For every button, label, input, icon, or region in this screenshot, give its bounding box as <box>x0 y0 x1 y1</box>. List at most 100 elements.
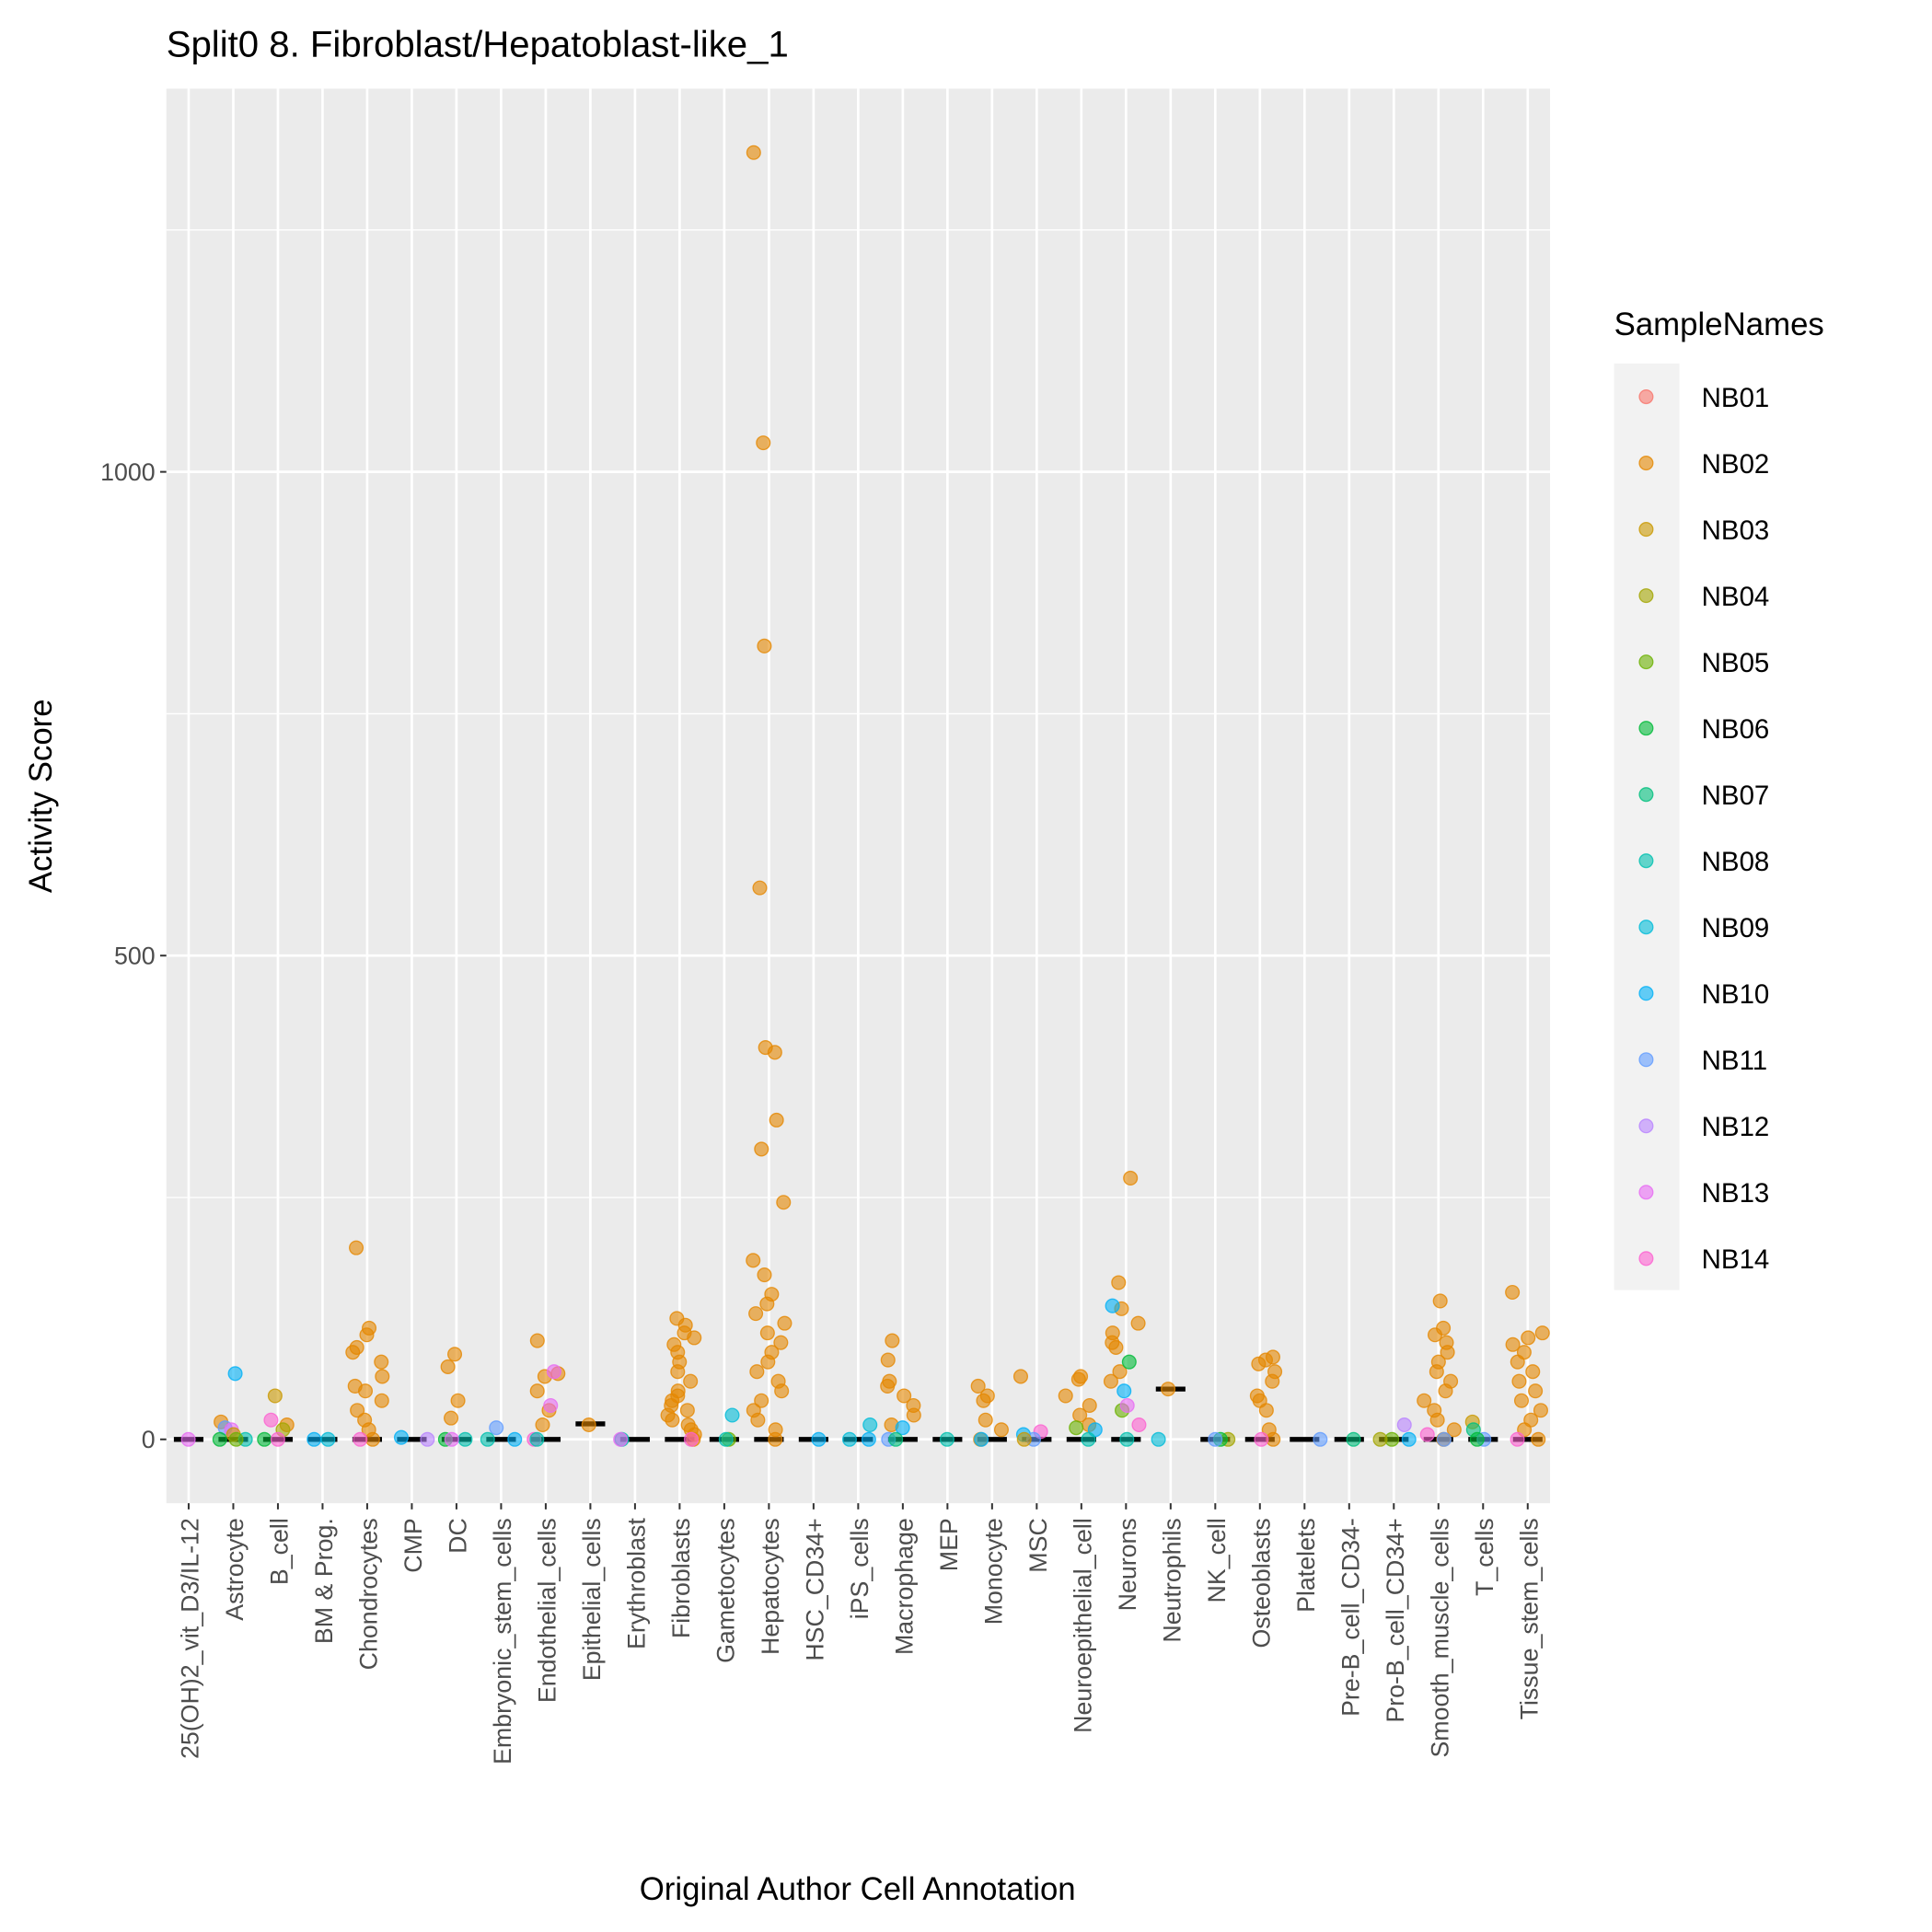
data-point <box>683 1373 699 1389</box>
grid-lines <box>166 88 1551 1504</box>
data-point <box>1346 1431 1361 1447</box>
data-point <box>1130 1315 1146 1331</box>
x-tick-label: 25(OH)2_vit_D3/IL-12 <box>177 1518 204 1759</box>
x-tick-label: Embryonic_stem_cells <box>489 1518 516 1764</box>
data-point <box>756 435 771 451</box>
data-point <box>752 880 768 896</box>
data-point <box>1417 1393 1432 1408</box>
y-tick-label: 0 <box>142 1426 156 1453</box>
legend-label-nb05: NB05 <box>1702 648 1770 678</box>
data-point <box>1525 1364 1541 1380</box>
data-point <box>746 145 761 160</box>
data-point <box>357 1383 374 1399</box>
data-point <box>353 1431 368 1447</box>
data-point <box>320 1431 336 1447</box>
data-point <box>767 1045 782 1060</box>
data-point <box>757 1267 772 1283</box>
x-tick-label: T_cells <box>1471 1518 1498 1596</box>
x-tick-label: Epithelial_cells <box>578 1518 606 1681</box>
data-point <box>724 1407 740 1423</box>
legend-swatch-nb02 <box>1638 456 1654 471</box>
data-point <box>749 1364 765 1380</box>
data-point <box>581 1417 596 1433</box>
data-point <box>529 1333 545 1348</box>
data-point <box>447 1347 463 1362</box>
data-point <box>1505 1284 1521 1301</box>
data-point <box>444 1431 459 1447</box>
x-tick-label: MSC <box>1024 1518 1052 1572</box>
legend-swatch-nb13 <box>1638 1185 1654 1200</box>
legend-swatch-nb06 <box>1638 721 1654 736</box>
legend-label-nb08: NB08 <box>1702 847 1770 877</box>
data-point <box>543 1397 559 1414</box>
x-tick-label: Erythroblast <box>623 1518 651 1649</box>
data-point <box>974 1431 989 1447</box>
data-point <box>349 1240 364 1255</box>
data-point <box>906 1407 921 1423</box>
x-tick-label: Neurons <box>1114 1518 1141 1611</box>
data-point <box>450 1393 466 1408</box>
x-axis: 25(OH)2_vit_D3/IL-12 Astrocyte B_cell BM & … <box>177 1503 1543 1764</box>
data-point <box>1401 1431 1417 1447</box>
data-point <box>1429 1364 1444 1380</box>
data-point <box>1112 1364 1128 1380</box>
data-point <box>1258 1403 1274 1418</box>
data-point <box>665 1412 680 1428</box>
data-point <box>1436 1431 1452 1447</box>
legend-swatch-nb14 <box>1638 1251 1654 1267</box>
data-point <box>212 1431 227 1447</box>
data-point <box>1372 1431 1388 1447</box>
data-point <box>978 1412 993 1428</box>
data-point <box>1510 1431 1525 1447</box>
x-tick-label: Chondrocytes <box>355 1518 383 1670</box>
x-tick-label: Fibroblasts <box>667 1518 695 1638</box>
legend-label-nb03: NB03 <box>1702 515 1770 546</box>
legend-label-nb01: NB01 <box>1702 383 1770 413</box>
data-point <box>1533 1403 1548 1418</box>
y-axis-label: Activity Score <box>23 699 59 893</box>
data-point <box>1469 1431 1485 1447</box>
x-tick-label: BM & Prog. <box>310 1518 338 1644</box>
data-point <box>613 1431 629 1447</box>
x-tick-label: CMP <box>399 1518 427 1572</box>
legend-label-nb14: NB14 <box>1702 1244 1770 1275</box>
legend-label-nb04: NB04 <box>1702 582 1770 612</box>
x-tick-label: Hepatocytes <box>757 1518 784 1655</box>
legend-swatch-nb11 <box>1638 1052 1654 1068</box>
x-tick-label: Macrophage <box>891 1518 919 1655</box>
legend-label-nb07: NB07 <box>1702 781 1770 811</box>
data-point <box>880 1378 896 1394</box>
legend-label-nb12: NB12 <box>1702 1112 1770 1142</box>
data-point <box>1265 1373 1280 1389</box>
legend-label-nb10: NB10 <box>1702 979 1770 1010</box>
data-point <box>393 1429 409 1445</box>
data-point <box>841 1431 857 1447</box>
data-point <box>489 1420 504 1436</box>
data-point <box>1111 1275 1127 1290</box>
x-tick-label: Endothelial_cells <box>534 1518 561 1703</box>
data-point <box>443 1410 459 1426</box>
legend-swatch-nb05 <box>1638 654 1654 670</box>
y-axis: 0 500 1000 <box>100 458 167 1453</box>
x-tick-label: Neuroepithelial_cell <box>1070 1518 1097 1733</box>
data-point <box>1070 1371 1086 1387</box>
data-point <box>1513 1393 1530 1408</box>
data-point <box>1511 1373 1527 1389</box>
y-tick-label: 500 <box>114 943 156 970</box>
legend-swatch-nb09 <box>1638 920 1654 935</box>
data-point <box>939 1431 954 1447</box>
chart-title: Split0 8. Fibroblast/Hepatoblast-like_1 <box>167 24 789 65</box>
x-tick-label: MEP <box>935 1518 963 1571</box>
data-point <box>364 1431 380 1447</box>
data-point <box>1116 1383 1132 1399</box>
data-point <box>1432 1293 1448 1309</box>
data-point <box>754 1393 769 1408</box>
data-point <box>759 1325 775 1341</box>
x-tick-label: Platelets <box>1292 1518 1320 1613</box>
x-tick-label: DC <box>445 1518 472 1554</box>
data-point <box>769 1112 784 1128</box>
data-point <box>1119 1431 1135 1447</box>
data-point <box>1081 1431 1096 1447</box>
legend-swatch-nb08 <box>1638 853 1654 869</box>
data-point <box>774 1383 790 1399</box>
